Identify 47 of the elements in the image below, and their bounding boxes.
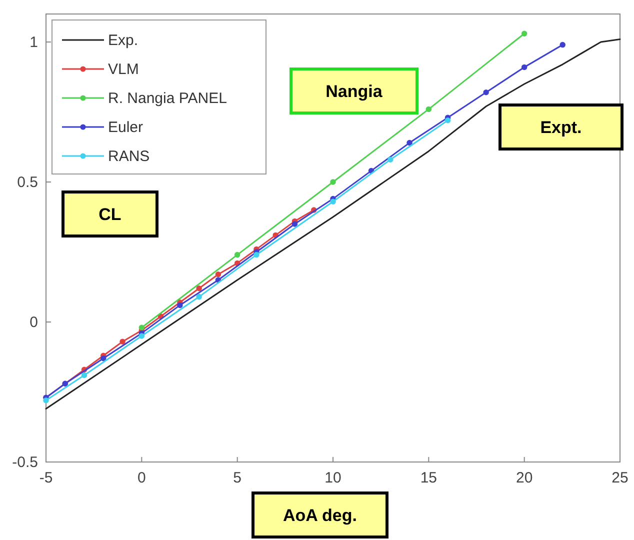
point [120,338,126,344]
y-tick-label: 0.5 [17,174,38,191]
x-tick-label: 0 [137,470,146,487]
point [177,302,183,308]
x-tick-label: 20 [516,470,533,487]
point [560,42,566,48]
legend-label: Exp. [108,32,138,49]
annotation: Expt. [540,118,582,137]
x-tick-label: 5 [233,470,242,487]
point [43,398,49,404]
point [388,156,394,162]
point [100,356,106,362]
point [330,198,336,204]
point [234,252,240,258]
point [292,221,298,227]
legend-label: Euler [108,119,144,136]
x-tick-label: 25 [612,470,628,487]
point [330,179,336,185]
point [254,252,260,258]
point [81,372,88,378]
x-tick-label: 15 [420,470,438,487]
point [444,118,451,124]
point [215,272,222,278]
text-callout: Expt. [498,104,624,150]
legend-label: VLM [108,61,139,78]
legend-label: R. Nangia PANEL [108,90,227,107]
point [196,294,202,300]
point [483,90,489,96]
text-callout: CL [62,190,158,238]
text-callout: AoA deg. [252,492,388,538]
y-tick-label: -0.5 [12,454,38,471]
x-tick-label: -5 [39,470,53,487]
legend-label: RANS [108,148,150,165]
point [521,30,528,36]
point [426,106,432,112]
point [138,333,145,339]
point [406,140,412,146]
x-tick-label: 10 [324,470,342,487]
point [196,286,202,292]
point [521,64,528,70]
y-axis-title: CL [98,205,122,224]
text-callout: Nangia [290,68,418,114]
x-axis-title: AoA deg. [283,506,357,525]
annotation: Nangia [326,82,383,101]
y-tick-label: 1 [30,34,38,51]
point [138,324,145,330]
y-tick-label: 0 [30,314,38,331]
